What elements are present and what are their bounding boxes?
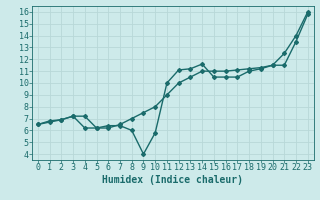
- X-axis label: Humidex (Indice chaleur): Humidex (Indice chaleur): [102, 175, 243, 185]
